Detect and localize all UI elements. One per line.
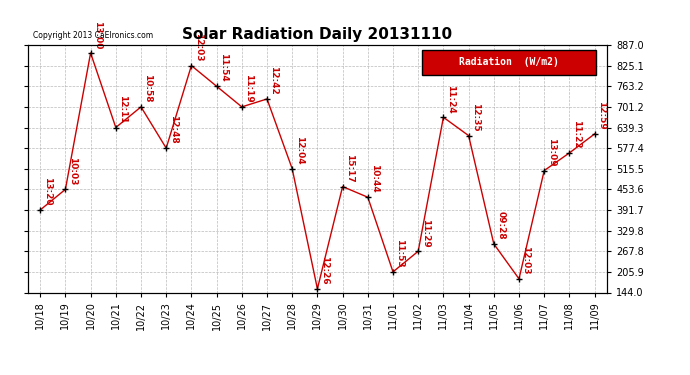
Text: 11:29: 11:29 <box>421 219 430 247</box>
Text: 12:03: 12:03 <box>522 246 531 275</box>
Text: 11:53: 11:53 <box>395 239 404 268</box>
Text: 13:00: 13:00 <box>93 21 102 49</box>
Text: 15:17: 15:17 <box>345 154 354 183</box>
Text: 12:11: 12:11 <box>118 95 128 123</box>
Text: 12:04: 12:04 <box>295 136 304 165</box>
Text: 09:28: 09:28 <box>496 211 505 240</box>
Text: 10:58: 10:58 <box>144 74 152 103</box>
Text: 12:59: 12:59 <box>597 101 606 130</box>
Text: 11:19: 11:19 <box>244 74 253 103</box>
Text: 12:03: 12:03 <box>194 33 203 62</box>
Text: 10:03: 10:03 <box>68 157 77 185</box>
Text: 12:48: 12:48 <box>169 116 178 144</box>
FancyBboxPatch shape <box>422 50 595 75</box>
Text: 12:26: 12:26 <box>320 256 329 285</box>
Text: Copyright 2013 CaElronics.com: Copyright 2013 CaElronics.com <box>33 31 153 40</box>
Text: 10:44: 10:44 <box>371 165 380 193</box>
Text: 13:20: 13:20 <box>43 177 52 206</box>
Text: 12:42: 12:42 <box>270 66 279 95</box>
Title: Solar Radiation Daily 20131110: Solar Radiation Daily 20131110 <box>182 27 453 42</box>
Text: Radiation  (W/m2): Radiation (W/m2) <box>459 57 559 68</box>
Text: 11:54: 11:54 <box>219 54 228 82</box>
Text: 12:35: 12:35 <box>471 103 480 132</box>
Text: 13:09: 13:09 <box>546 138 555 166</box>
Text: 11:24: 11:24 <box>446 84 455 113</box>
Text: 11:22: 11:22 <box>572 120 581 149</box>
